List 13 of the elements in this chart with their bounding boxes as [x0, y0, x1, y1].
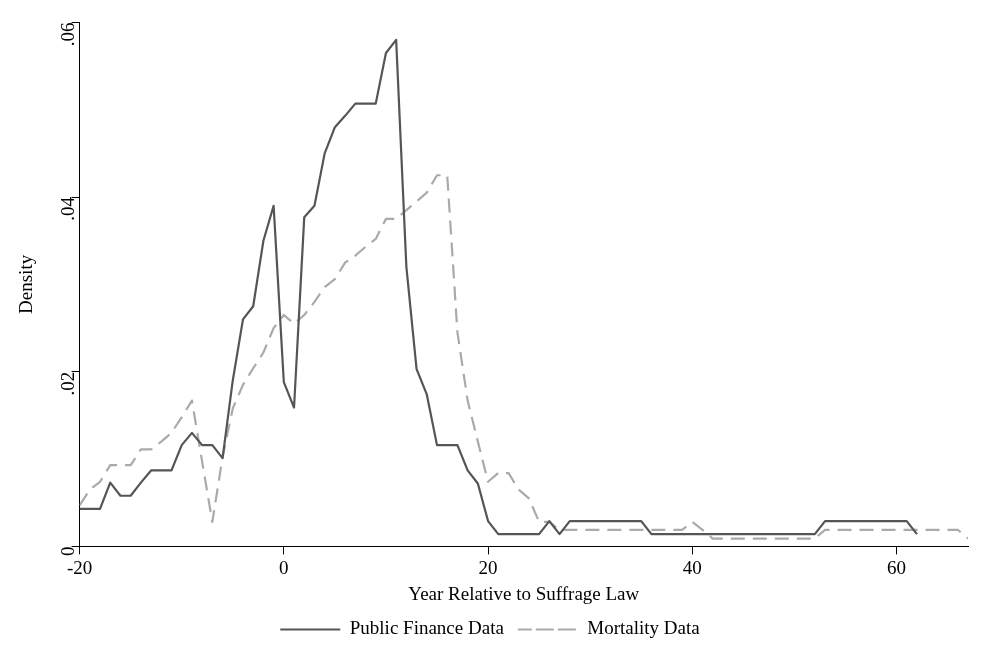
y-tick-label: .02	[56, 371, 78, 396]
x-tick-label: 20	[478, 556, 498, 578]
x-tick-label: -20	[66, 556, 93, 578]
y-tick-label: .06	[56, 22, 78, 47]
y-axis-title: Density	[15, 254, 37, 314]
legend-label: Mortality Data	[587, 617, 701, 639]
y-tick-label: 0	[56, 546, 78, 556]
y-tick-label: .04	[56, 196, 78, 221]
x-axis-title: Year Relative to Suffrage Law	[408, 582, 640, 604]
legend-label: Public Finance Data	[349, 617, 505, 639]
x-tick-label: 40	[682, 556, 702, 578]
x-tick-label: 60	[887, 556, 907, 578]
x-tick-label: 0	[279, 556, 289, 578]
